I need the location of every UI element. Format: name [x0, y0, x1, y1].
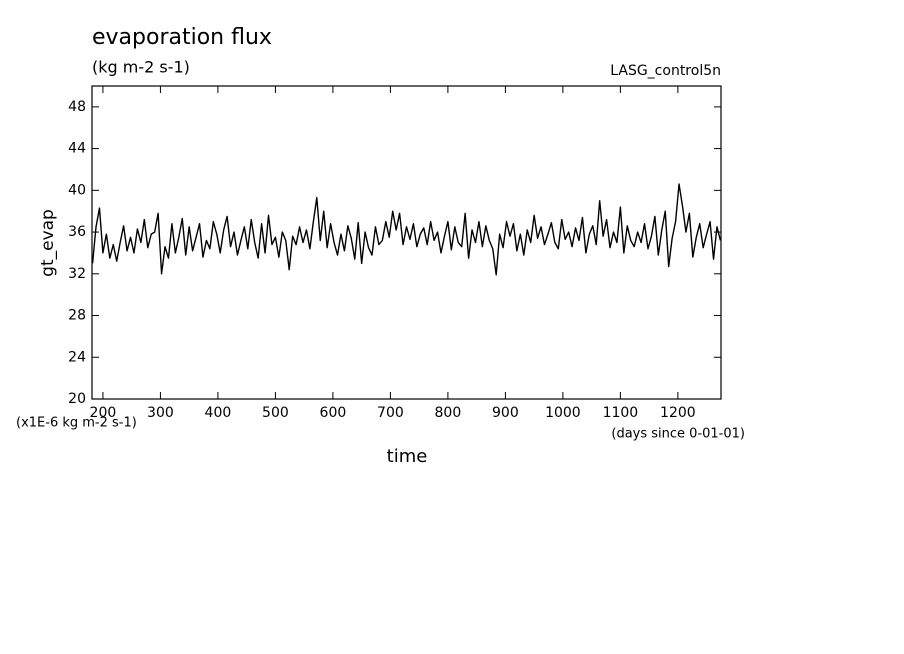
y-tick-label: 24 — [68, 349, 86, 365]
y-tick-label: 32 — [68, 266, 86, 282]
x-axis-label: time — [387, 446, 428, 467]
x-tick-label: 1000 — [545, 405, 581, 421]
y-tick-label: 28 — [68, 308, 86, 324]
y-tick-label: 44 — [68, 141, 86, 157]
x-tick-label: 700 — [377, 405, 404, 421]
x-tick-label: 600 — [320, 405, 347, 421]
chart-subtitle: (kg m-2 s-1) — [92, 58, 190, 77]
y-tick-label: 40 — [68, 182, 86, 198]
x-tick-label: 800 — [435, 405, 462, 421]
data-line — [91, 183, 722, 276]
x-tick-label: 300 — [147, 405, 174, 421]
y-tick-label: 48 — [68, 99, 86, 115]
y-units: (x1E-6 kg m-2 s-1) — [16, 416, 137, 431]
x-tick-label: 400 — [205, 405, 232, 421]
x-tick-label: 200 — [90, 405, 117, 421]
y-axis-label: gt_evap — [38, 209, 58, 277]
run-label: LASG_control5n — [610, 63, 721, 79]
x-tick-label: 1200 — [660, 405, 696, 421]
x-tick-label: 900 — [492, 405, 519, 421]
plot-frame — [91, 85, 722, 400]
y-tick-label: 20 — [68, 391, 86, 407]
chart-title: evaporation flux — [92, 25, 272, 50]
y-tick-label: 36 — [68, 224, 86, 240]
x-tick-label: 1100 — [603, 405, 639, 421]
x-tick-label: 500 — [262, 405, 289, 421]
x-units: (days since 0-01-01) — [611, 427, 745, 442]
